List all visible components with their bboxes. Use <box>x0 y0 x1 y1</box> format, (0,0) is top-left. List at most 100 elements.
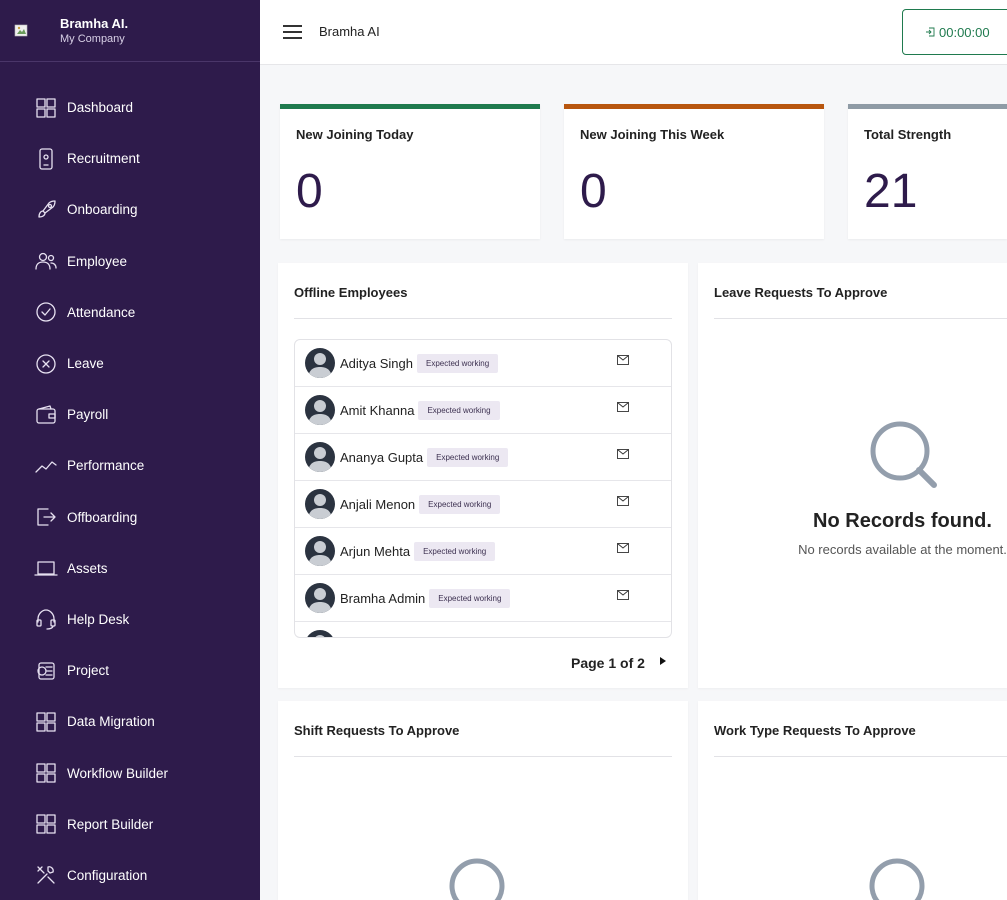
mail-icon[interactable] <box>617 543 629 553</box>
stat-card-new-joining-today[interactable]: New Joining Today 0 <box>280 104 540 239</box>
avatar <box>305 442 335 472</box>
sidebar-item-performance[interactable]: Performance <box>0 440 260 491</box>
sidebar-item-label: Offboarding <box>67 509 138 525</box>
avatar <box>305 348 335 378</box>
sidebar-item-label: Payroll <box>67 407 109 423</box>
avatar <box>305 395 335 425</box>
tools-icon <box>34 863 58 887</box>
sidebar-item-leave[interactable]: Leave <box>0 338 260 389</box>
exit-icon <box>34 505 58 529</box>
mail-icon[interactable] <box>617 449 629 459</box>
sidebar-item-attendance[interactable]: Attendance <box>0 287 260 338</box>
divider <box>714 318 1007 319</box>
list-item[interactable]: Ananya Gupta Expected working <box>295 434 671 481</box>
sidebar-item-data-migration[interactable]: Data Migration <box>0 696 260 747</box>
sidebar-item-label: Configuration <box>67 867 148 883</box>
sidebar-item-label: Performance <box>67 458 145 474</box>
status-badge: Expected working <box>429 588 511 608</box>
avatar <box>305 489 335 519</box>
divider <box>714 756 1007 757</box>
divider <box>294 318 672 319</box>
stat-accent-bar <box>280 104 540 109</box>
sidebar-item-label: Project <box>67 663 110 679</box>
sidebar-item-project[interactable]: Project <box>0 645 260 696</box>
list-item[interactable]: Aditya Singh Expected working <box>295 340 671 387</box>
employee-name: Ananya Gupta <box>340 449 424 465</box>
sidebar-item-label: Assets <box>67 560 108 576</box>
sidebar-item-assets[interactable]: Assets <box>0 543 260 594</box>
sidebar-item-label: Help Desk <box>67 611 130 627</box>
sidebar-item-employee[interactable]: Employee <box>0 236 260 287</box>
next-page-icon[interactable] <box>659 656 667 666</box>
trend-icon <box>34 454 58 478</box>
mail-icon[interactable] <box>617 355 629 365</box>
check-circle-icon <box>34 300 58 324</box>
brand-name: Bramha AI. <box>60 15 129 31</box>
wallet-icon <box>34 403 58 427</box>
pagination-label: Page 1 of 2 <box>571 655 645 671</box>
employee-name: Anjali Menon <box>340 496 416 512</box>
sidebar-item-payroll[interactable]: Payroll <box>0 389 260 440</box>
sidebar-item-configuration[interactable]: Configuration <box>0 850 260 900</box>
empty-state-subtitle: No records available at the moment. <box>798 542 1007 557</box>
sidebar-item-offboarding[interactable]: Offboarding <box>0 492 260 543</box>
divider <box>294 756 672 757</box>
brand-company: My Company <box>60 32 125 45</box>
sidebar-item-dashboard[interactable]: Dashboard <box>0 82 260 133</box>
project-icon <box>34 659 58 683</box>
timer-value: 00:00:00 <box>939 24 990 40</box>
stat-title: New Joining Today <box>296 127 414 142</box>
list-item[interactable]: Arjun Mehta Expected working <box>295 528 671 575</box>
sidebar-item-recruitment[interactable]: Recruitment <box>0 133 260 184</box>
status-badge: Expected working <box>418 400 500 420</box>
stat-value: 21 <box>864 165 918 218</box>
sidebar-item-label: Onboarding <box>67 202 138 218</box>
list-item[interactable]: Anjali Menon Expected working <box>295 481 671 528</box>
mail-icon[interactable] <box>617 496 629 506</box>
avatar <box>305 536 335 566</box>
employee-name: Arjun Mehta <box>340 543 411 559</box>
status-badge: Expected working <box>427 447 509 467</box>
status-badge: Expected working <box>417 353 499 373</box>
sidebar-item-label: Dashboard <box>67 100 134 116</box>
employee-name: Aditya Singh <box>340 355 413 371</box>
brand: Bramha AI. My Company <box>0 0 260 62</box>
sidebar-item-label: Employee <box>67 253 128 269</box>
users-icon <box>34 249 58 273</box>
sidebar-item-label: Report Builder <box>67 816 154 832</box>
avatar <box>305 630 335 637</box>
mail-icon[interactable] <box>617 590 629 600</box>
panel-title: Offline Employees <box>294 285 408 300</box>
grid-icon <box>34 761 58 785</box>
stat-card-new-joining-week[interactable]: New Joining This Week 0 <box>564 104 824 239</box>
sidebar-item-report-builder[interactable]: Report Builder <box>0 799 260 850</box>
menu-toggle-icon[interactable] <box>283 25 302 39</box>
employee-name: Bramha Admin <box>340 590 426 606</box>
stat-card-total-strength[interactable]: Total Strength 21 <box>848 104 1007 239</box>
status-badge: Expected working <box>419 494 501 514</box>
login-icon <box>926 27 935 37</box>
grid-icon <box>34 710 58 734</box>
stat-value: 0 <box>296 165 323 218</box>
sidebar-item-help-desk[interactable]: Help Desk <box>0 594 260 645</box>
rocket-icon <box>34 198 58 222</box>
grid-icon <box>34 812 58 836</box>
list-item-partial[interactable] <box>295 622 671 637</box>
clock-in-button[interactable]: 00:00:00 <box>902 9 1007 55</box>
sidebar-item-label: Leave <box>67 356 104 372</box>
list-item[interactable]: Amit Khanna Expected working <box>295 387 671 434</box>
leave-requests-panel: Leave Requests To Approve No Records fou… <box>698 263 1007 688</box>
sidebar-item-label: Workflow Builder <box>67 765 169 781</box>
top-header: Bramha AI 00:00:00 <box>260 0 1007 65</box>
sidebar-item-onboarding[interactable]: Onboarding <box>0 184 260 235</box>
sidebar-item-workflow-builder[interactable]: Workflow Builder <box>0 747 260 798</box>
stat-accent-bar <box>564 104 824 109</box>
mail-icon[interactable] <box>617 402 629 412</box>
list-item[interactable]: Bramha Admin Expected working <box>295 575 671 622</box>
sidebar-item-label: Attendance <box>67 304 136 320</box>
sidebar-item-label: Data Migration <box>67 714 155 730</box>
stat-title: Total Strength <box>864 127 952 142</box>
shift-requests-panel: Shift Requests To Approve <box>278 701 688 900</box>
stat-title: New Joining This Week <box>580 127 725 142</box>
employee-list[interactable]: Aditya Singh Expected working Amit Khann… <box>294 339 672 638</box>
